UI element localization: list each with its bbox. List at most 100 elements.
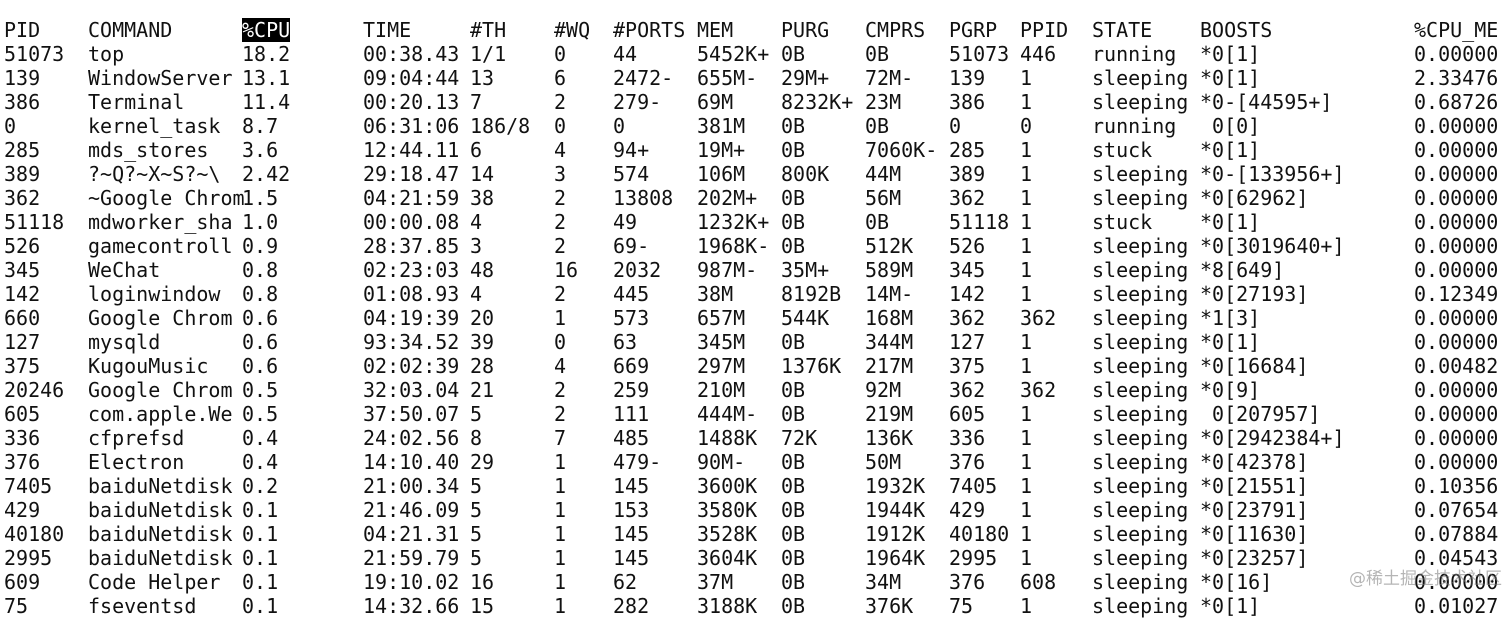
cell: 5 [470,474,483,498]
cell: 93:34.52 [363,330,460,354]
cell: 7405 [949,474,998,498]
cell: 13 [470,66,495,90]
cell: 376 [4,450,41,474]
cell: 1/1 [470,42,507,66]
cell: stuck [1092,210,1153,234]
cell: 0B [781,138,806,162]
cell: 0B [781,450,806,474]
cell: 0.00000 [1414,186,1499,210]
cell: 0.6 [242,306,279,330]
cell: 0.4 [242,426,279,450]
cell: 0.00000 [1414,378,1499,402]
cell: *1[3] [1200,306,1261,330]
cell: 1 [1020,474,1033,498]
cell: *0[1] [1200,210,1261,234]
cell: 75 [4,594,29,618]
cell: 14 [470,162,495,186]
cell: 2.33476 [1414,66,1499,90]
cell: 39 [470,330,495,354]
cell: 285 [4,138,41,162]
cell: 20 [470,306,495,330]
cell: 0 [554,330,567,354]
cell: 389 [4,162,41,186]
cell: 0 [1020,114,1033,138]
cell: 0.5 [242,378,279,402]
cell: 1 [1020,186,1033,210]
cell: 444M- [697,402,758,426]
column-header: TIME [363,18,412,42]
cell: 4 [470,210,483,234]
cell: 28:37.85 [363,234,460,258]
cell: 136K [865,426,914,450]
cell: 51118 [4,210,65,234]
cell: 38M [697,282,734,306]
cell: 51118 [949,210,1010,234]
cell: *0[23791] [1200,498,1309,522]
cell: 72K [781,426,818,450]
cell: 0.00000 [1414,258,1499,282]
cell: 11.4 [242,90,291,114]
cell: 15 [470,594,495,618]
cell: 0.00000 [1414,306,1499,330]
cell: 605 [949,402,986,426]
cell: *0[27193] [1200,282,1309,306]
watermark: @稀土掘金技术社区 [1349,569,1502,589]
cell: *0[2942384+] [1200,426,1345,450]
cell: 0.1 [242,594,279,618]
cell: 75 [949,594,974,618]
cell: 0.4 [242,450,279,474]
cell: 285 [949,138,986,162]
cell: 375 [4,354,41,378]
cell: 12:44.11 [363,138,460,162]
cell: 0.6 [242,354,279,378]
cell: 29M+ [781,66,830,90]
cell: 0 [949,114,962,138]
cell: 429 [4,498,41,522]
cell: sleeping [1092,66,1189,90]
cell: 1 [1020,402,1033,426]
cell: 445 [613,282,650,306]
cell: 345M [697,330,746,354]
cell: 02:23:03 [363,258,460,282]
cell: 2995 [949,546,998,570]
cell: 1 [1020,450,1033,474]
cell: 282 [613,594,650,618]
cell: 0B [781,210,806,234]
cell: 0B [781,330,806,354]
cell: 0 [4,114,17,138]
cell: running [1092,114,1177,138]
cell: *0[16] [1200,570,1273,594]
cell: 526 [4,234,41,258]
cell: 1 [1020,282,1033,306]
cell: 657M [697,306,746,330]
cell: 345 [4,258,41,282]
cell: 0B [781,234,806,258]
cell: 800K [781,162,830,186]
cell: 1912K [865,522,926,546]
column-header: %CPU_ME [1414,18,1499,42]
cell: 50M [865,450,902,474]
cell: 0B [781,378,806,402]
cell: 0.00000 [1414,138,1499,162]
cell: *0[1] [1200,42,1261,66]
cell: 429 [949,498,986,522]
cell: 376K [865,594,914,618]
cell: 479- [613,450,662,474]
cell: 2 [554,402,567,426]
cell: sleeping [1092,474,1189,498]
cell: WindowServer [88,66,233,90]
cell: 609 [4,570,41,594]
column-header: PID [4,18,41,42]
cell: 34M [865,570,902,594]
cell: 446 [1020,42,1057,66]
cell: 0B [781,498,806,522]
cell: 2472- [613,66,674,90]
cell: 7405 [4,474,53,498]
cell: 660 [4,306,41,330]
cell: Code Helper [88,570,221,594]
column-header: #TH [470,18,507,42]
cell: 14:10.40 [363,450,460,474]
cell: 1488K [697,426,758,450]
cell: 00:20.13 [363,90,460,114]
cell: 69- [613,234,650,258]
